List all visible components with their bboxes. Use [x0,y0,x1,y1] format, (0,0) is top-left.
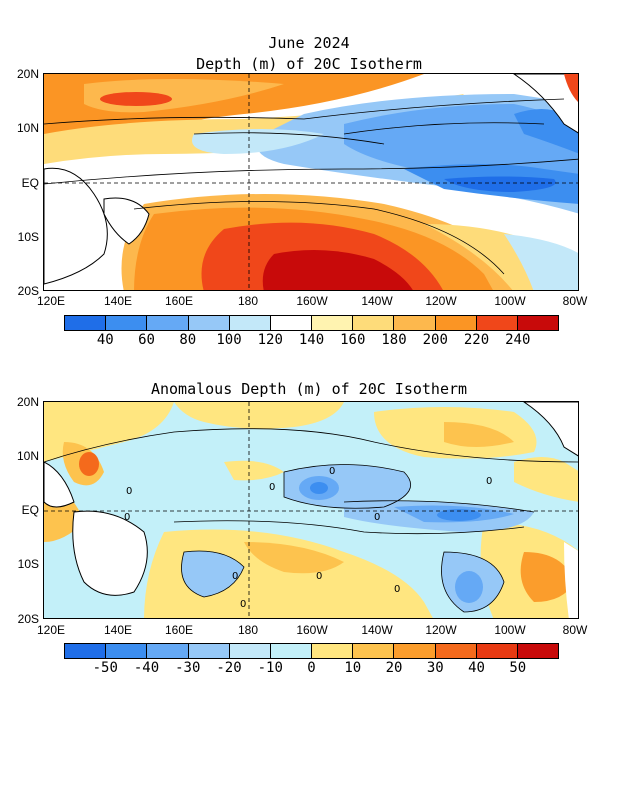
cbar1-tick-label: 240 [505,332,531,348]
cbar2-tick-label: 10 [344,660,362,676]
p1-lat-eq: EQ [21,176,39,190]
cbar1-swatch [393,316,435,330]
cbar1-swatch [269,316,312,330]
contour-label-6: 0 [316,571,322,582]
p2-lat-10s: 10S [17,557,39,571]
cbar2-tick-label: -30 [175,660,201,676]
cbar2-tick-label: 30 [426,660,444,676]
p1-lon-100w: 100W [494,294,526,308]
cbar1-swatch [311,316,353,330]
cbar2-tick-label: 0 [307,660,316,676]
cbar1-swatch [434,316,476,330]
p2-lat-10n: 10N [16,449,39,463]
cbar2-swatch [352,644,394,658]
p2-lon-100w: 100W [494,623,526,637]
contour-label-7: 0 [394,584,400,595]
p1-lon-120e: 120E [36,294,66,308]
isotherm-depth-map [43,73,579,291]
contour-label-9: 0 [124,512,130,523]
date-title: June 2024 [268,34,350,52]
contour-label-2: 0 [329,466,335,477]
cbar1-swatch [105,316,147,330]
cbar1-swatch [352,316,394,330]
p1-lat-10n: 10N [16,121,39,135]
cbar1-swatch [146,316,188,330]
cbar2-swatch [516,644,559,658]
p1-lon-120w: 120W [425,294,457,308]
cbar2-tick-label: 50 [509,660,527,676]
cbar1-tick-label: 220 [463,332,490,348]
p1-lon-140w: 140W [361,294,393,308]
contour-label-8: 0 [240,599,246,610]
contour-label-5: 0 [232,571,238,582]
p2-lon-160e: 160E [164,623,194,637]
p1-lat-20s: 20S [17,284,39,298]
cbar2-tick-label: 20 [385,660,403,676]
depth-colorbar [64,315,559,331]
p2-lon-120w: 120W [425,623,457,637]
cbar1-swatch [475,316,517,330]
p1-lon-160w: 160W [296,294,328,308]
cbar1-tick-label: 40 [96,332,114,348]
p1-lon-160e: 160E [164,294,194,308]
contour-label-0: 0 [126,486,132,497]
cbar1-swatch [187,316,229,330]
cbar2-swatch [434,644,476,658]
cbar1-tick-label: 80 [179,332,197,348]
p2-lon-140w: 140W [361,623,393,637]
cbar1-tick-label: 100 [216,332,242,348]
cbar1-swatch [65,316,106,330]
anomaly-depth-map: 0 0 0 0 0 0 0 0 0 0 [43,401,579,619]
cbar1-tick-label: 200 [422,332,448,348]
cbar2-swatch [393,644,435,658]
contour-label-3: 0 [486,476,492,487]
cbar2-tick-label: -20 [216,660,242,676]
cbar1-tick-label: 120 [257,332,283,348]
p1-lat-10s: 10S [17,230,39,244]
anomaly-colorbar [64,643,559,659]
p2-lat-20n: 20N [16,395,39,409]
cbar1-tick-label: 140 [298,332,325,348]
p1-lat-20n: 20N [16,67,39,81]
panel1-title: Depth (m) of 20C Isotherm [196,55,422,73]
p1-lon-140e: 140E [103,294,133,308]
p1-lon-180: 180 [237,294,259,308]
p1-lon-80w: 80W [562,294,588,308]
p2-lon-140e: 140E [103,623,133,637]
cbar1-swatch [228,316,270,330]
p2-lon-120e: 120E [36,623,66,637]
cbar2-swatch [228,644,270,658]
cbar2-swatch [105,644,147,658]
cbar2-swatch [187,644,229,658]
p2-lon-160w: 160W [296,623,328,637]
panel2-title: Anomalous Depth (m) of 20C Isotherm [150,380,468,398]
p2-lon-180: 180 [237,623,259,637]
p2-lon-80w: 80W [562,623,588,637]
cbar1-swatch [516,316,559,330]
cbar2-swatch [269,644,312,658]
p2-lat-20s: 20S [17,612,39,626]
cbar1-tick-label: 160 [340,332,366,348]
cbar2-tick-label: -10 [257,660,283,676]
cbar2-tick-label: -50 [92,660,118,676]
contour-label-1: 0 [269,482,275,493]
cbar1-tick-label: 60 [138,332,155,348]
cbar2-swatch [146,644,188,658]
cbar2-tick-label: -40 [133,660,160,676]
cbar2-swatch [65,644,106,658]
p2-lat-eq: EQ [21,503,39,517]
contour-label-4: 0 [374,512,380,523]
cbar2-swatch [475,644,517,658]
cbar1-tick-label: 180 [381,332,407,348]
cbar2-swatch [311,644,353,658]
cbar2-tick-label: 40 [468,660,485,676]
